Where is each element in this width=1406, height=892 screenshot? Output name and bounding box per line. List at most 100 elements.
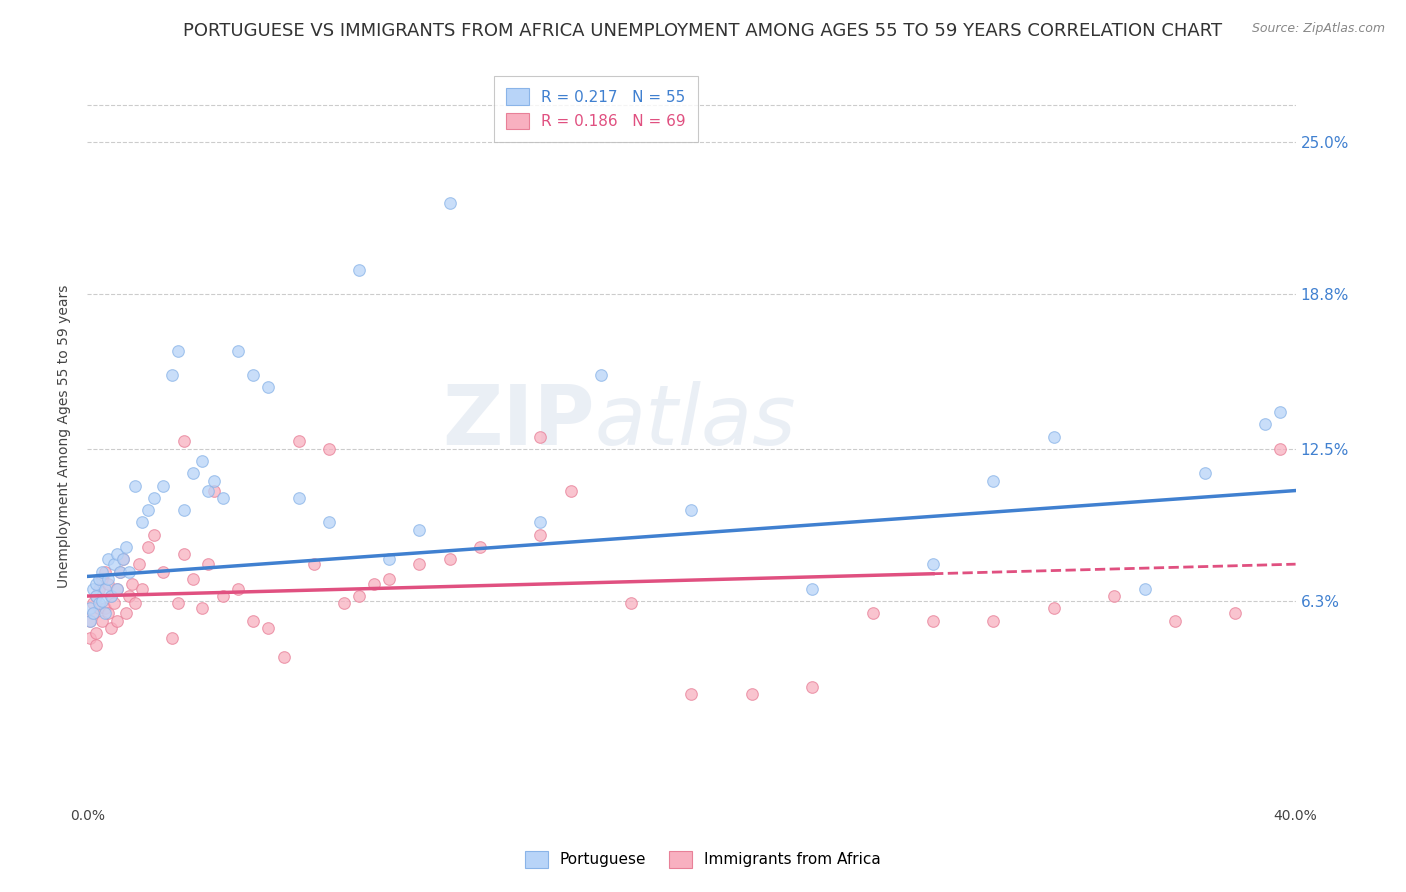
- Point: [741, 687, 763, 701]
- Point: [302, 557, 325, 571]
- Point: [922, 614, 945, 628]
- Point: [115, 540, 138, 554]
- Point: [136, 540, 159, 554]
- Point: [97, 572, 120, 586]
- Point: [110, 565, 132, 579]
- Point: [202, 483, 225, 498]
- Point: [529, 429, 551, 443]
- Point: [468, 540, 491, 554]
- Text: Source: ZipAtlas.com: Source: ZipAtlas.com: [1251, 22, 1385, 36]
- Point: [89, 596, 111, 610]
- Point: [91, 572, 114, 586]
- Point: [408, 557, 430, 571]
- Point: [1254, 417, 1277, 432]
- Point: [197, 483, 219, 498]
- Point: [79, 614, 101, 628]
- Point: [1133, 582, 1156, 596]
- Point: [363, 576, 385, 591]
- Point: [1104, 589, 1126, 603]
- Point: [91, 565, 114, 579]
- Point: [94, 606, 117, 620]
- Point: [100, 621, 122, 635]
- Point: [89, 601, 111, 615]
- Point: [131, 582, 153, 596]
- Point: [84, 589, 107, 603]
- Point: [529, 516, 551, 530]
- Point: [439, 196, 461, 211]
- Point: [191, 454, 214, 468]
- Point: [681, 503, 703, 517]
- Point: [112, 552, 135, 566]
- Text: PORTUGUESE VS IMMIGRANTS FROM AFRICA UNEMPLOYMENT AMONG AGES 55 TO 59 YEARS CORR: PORTUGUESE VS IMMIGRANTS FROM AFRICA UNE…: [183, 22, 1223, 40]
- Point: [89, 582, 111, 596]
- Point: [173, 434, 195, 449]
- Point: [1270, 442, 1292, 456]
- Text: ZIP: ZIP: [443, 382, 595, 462]
- Point: [226, 582, 249, 596]
- Point: [257, 621, 280, 635]
- Point: [529, 527, 551, 541]
- Point: [124, 596, 146, 610]
- Point: [983, 474, 1005, 488]
- Point: [105, 582, 128, 596]
- Point: [128, 557, 150, 571]
- Point: [922, 557, 945, 571]
- Point: [79, 614, 101, 628]
- Y-axis label: Unemployment Among Ages 55 to 59 years: Unemployment Among Ages 55 to 59 years: [58, 285, 72, 588]
- Point: [105, 582, 128, 596]
- Point: [82, 606, 104, 620]
- Point: [620, 596, 643, 610]
- Legend: Portuguese, Immigrants from Africa: Portuguese, Immigrants from Africa: [519, 845, 887, 873]
- Point: [118, 565, 141, 579]
- Point: [862, 606, 884, 620]
- Point: [166, 343, 188, 358]
- Point: [112, 552, 135, 566]
- Point: [89, 572, 111, 586]
- Point: [160, 631, 183, 645]
- Point: [152, 565, 174, 579]
- Point: [1270, 405, 1292, 419]
- Point: [91, 594, 114, 608]
- Point: [318, 516, 340, 530]
- Point: [347, 589, 370, 603]
- Point: [257, 380, 280, 394]
- Legend: R = 0.217   N = 55, R = 0.186   N = 69: R = 0.217 N = 55, R = 0.186 N = 69: [494, 76, 697, 142]
- Point: [318, 442, 340, 456]
- Point: [347, 262, 370, 277]
- Point: [287, 434, 309, 449]
- Point: [287, 491, 309, 505]
- Point: [378, 572, 401, 586]
- Point: [79, 631, 101, 645]
- Point: [97, 552, 120, 566]
- Point: [408, 523, 430, 537]
- Point: [181, 572, 204, 586]
- Point: [94, 582, 117, 596]
- Point: [242, 614, 264, 628]
- Point: [82, 582, 104, 596]
- Point: [173, 547, 195, 561]
- Point: [1164, 614, 1187, 628]
- Point: [84, 625, 107, 640]
- Point: [439, 552, 461, 566]
- Point: [131, 516, 153, 530]
- Point: [142, 491, 165, 505]
- Point: [100, 589, 122, 603]
- Point: [1194, 467, 1216, 481]
- Point: [1043, 429, 1066, 443]
- Point: [152, 478, 174, 492]
- Point: [84, 576, 107, 591]
- Point: [242, 368, 264, 383]
- Point: [103, 596, 125, 610]
- Point: [212, 491, 235, 505]
- Text: atlas: atlas: [595, 382, 796, 462]
- Point: [1043, 601, 1066, 615]
- Point: [84, 589, 107, 603]
- Point: [105, 547, 128, 561]
- Point: [115, 606, 138, 620]
- Point: [226, 343, 249, 358]
- Point: [333, 596, 356, 610]
- Point: [181, 467, 204, 481]
- Point: [202, 474, 225, 488]
- Point: [105, 614, 128, 628]
- Point: [983, 614, 1005, 628]
